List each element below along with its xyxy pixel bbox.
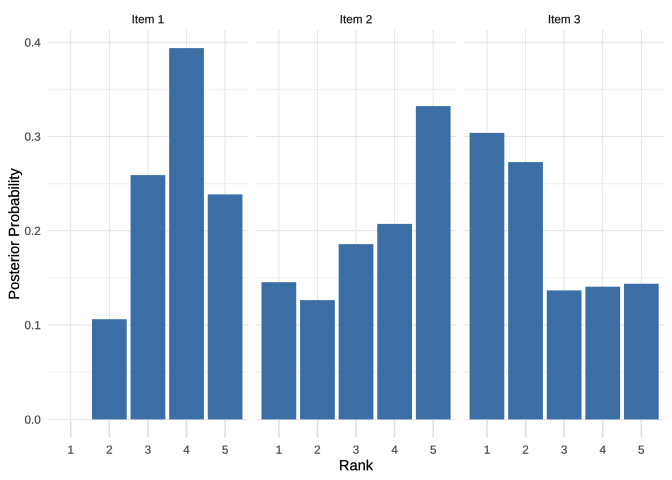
svg-text:0.1: 0.1 [25,319,41,332]
svg-text:5: 5 [430,444,437,457]
svg-text:Posterior Probability: Posterior Probability [7,168,23,300]
svg-text:3: 3 [561,444,568,457]
svg-text:1: 1 [276,444,283,457]
svg-text:2: 2 [106,444,113,457]
svg-text:5: 5 [222,444,229,457]
svg-text:Item 3: Item 3 [548,13,581,26]
svg-text:1: 1 [67,444,74,457]
svg-text:0.4: 0.4 [25,36,42,49]
svg-text:0.3: 0.3 [25,131,41,144]
svg-text:0.2: 0.2 [25,225,41,238]
svg-text:Item 2: Item 2 [340,13,373,26]
svg-text:4: 4 [599,444,606,457]
svg-text:3: 3 [145,444,152,457]
svg-text:2: 2 [522,444,529,457]
svg-text:2: 2 [314,444,321,457]
svg-text:4: 4 [391,444,398,457]
svg-text:5: 5 [638,444,645,457]
svg-text:4: 4 [183,444,190,457]
svg-text:Item 1: Item 1 [132,13,165,26]
svg-text:3: 3 [353,444,360,457]
svg-text:1: 1 [484,444,491,457]
svg-text:0.0: 0.0 [25,414,42,427]
svg-text:Rank: Rank [339,458,374,474]
